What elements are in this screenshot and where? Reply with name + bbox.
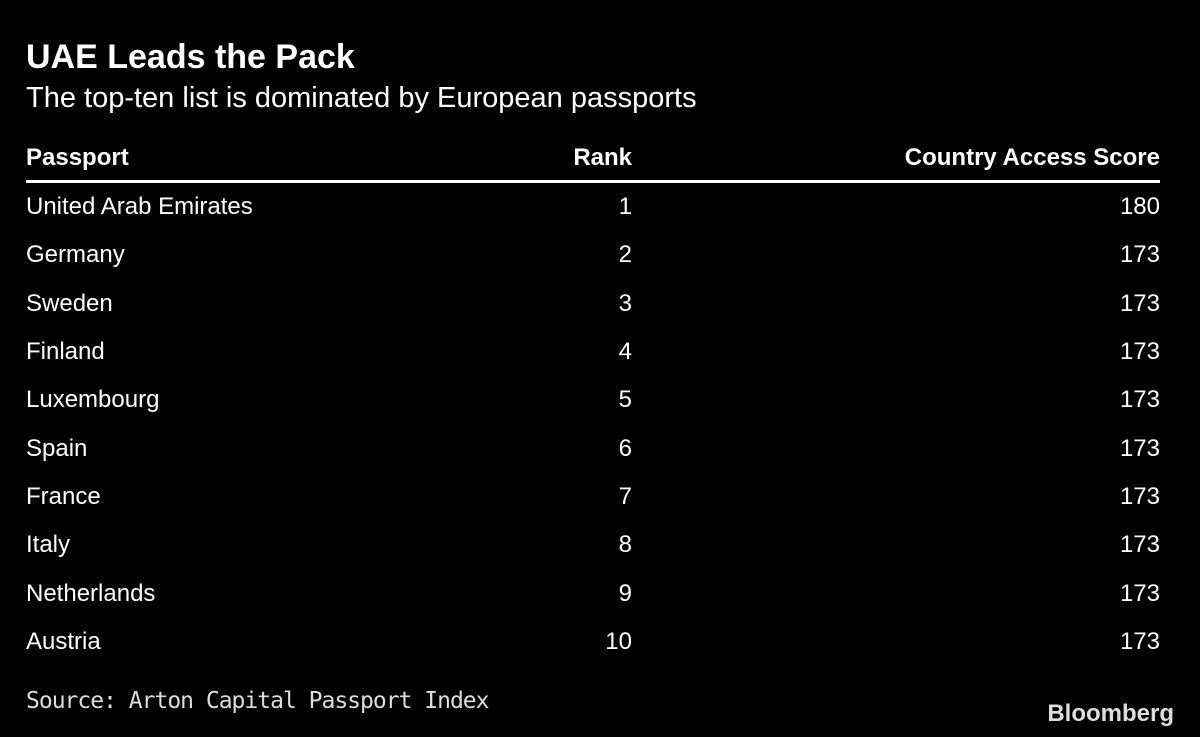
- table-cell: 10: [605, 627, 632, 655]
- table-cell: 3: [618, 289, 632, 317]
- table-cell: 2: [618, 241, 632, 269]
- table-cell: France: [26, 482, 101, 510]
- table-row: Germany 2 173: [26, 231, 1160, 279]
- table-cell: 173: [1119, 434, 1160, 462]
- table-cell: Sweden: [26, 289, 113, 317]
- table-row: Luxembourg 5 173: [26, 376, 1160, 424]
- brand: Bloomberg: [1047, 700, 1174, 727]
- title: UAE Leads the Pack: [26, 38, 355, 76]
- table-row: France 7 173: [26, 473, 1160, 521]
- table-cell: 173: [1119, 338, 1160, 366]
- table-cell: Austria: [26, 627, 101, 655]
- subtitle: The top-ten list is dominated by Europea…: [26, 82, 697, 114]
- table-cell: Germany: [26, 241, 125, 269]
- source: Source: Arton Capital Passport Index: [26, 688, 489, 714]
- table-cell: 1: [618, 193, 632, 221]
- table-row: Austria 10 173: [26, 618, 1160, 666]
- table-cell: 173: [1119, 289, 1160, 317]
- column-header: Rank: [432, 136, 632, 183]
- table-cell: United Arab Emirates: [26, 193, 253, 221]
- header-row: Passport Rank Country Access Score: [26, 136, 1160, 183]
- table-cell: Netherlands: [26, 579, 156, 607]
- table-cell: 173: [1119, 241, 1160, 269]
- table-cell: Spain: [26, 434, 88, 462]
- table-cell: 7: [618, 482, 632, 510]
- table-cell: 173: [1119, 386, 1160, 414]
- table-row: Italy 8 173: [26, 521, 1160, 569]
- column-header: Country Access Score: [632, 136, 1160, 183]
- table-row: Netherlands 9 173: [26, 569, 1160, 617]
- table-row: Spain 6 173: [26, 424, 1160, 472]
- table-cell: 4: [618, 338, 632, 366]
- table-cell: 173: [1119, 482, 1160, 510]
- table-body: United Arab Emirates 1 180 Germany 2 173 Swede…: [26, 182, 1160, 666]
- table-row: Finland 4 173: [26, 328, 1160, 376]
- table-cell: 180: [1119, 193, 1160, 221]
- table-cell: Finland: [26, 338, 105, 366]
- table: Passport Rank Country Access Score United …: [26, 136, 1160, 666]
- table-row: United Arab Emirates 1 180: [26, 182, 1160, 232]
- table-cell: 173: [1119, 531, 1160, 559]
- table-cell: Luxembourg: [26, 386, 160, 414]
- table-cell: 173: [1119, 627, 1160, 655]
- table-cell: 6: [618, 434, 632, 462]
- table-cell: 9: [618, 579, 632, 607]
- table-cell: 173: [1119, 579, 1160, 607]
- table-cell: Italy: [26, 531, 71, 559]
- table-cell: 8: [618, 531, 632, 559]
- table-cell: 5: [618, 386, 632, 414]
- table-row: Sweden 3 173: [26, 280, 1160, 328]
- column-header: Passport: [26, 136, 432, 183]
